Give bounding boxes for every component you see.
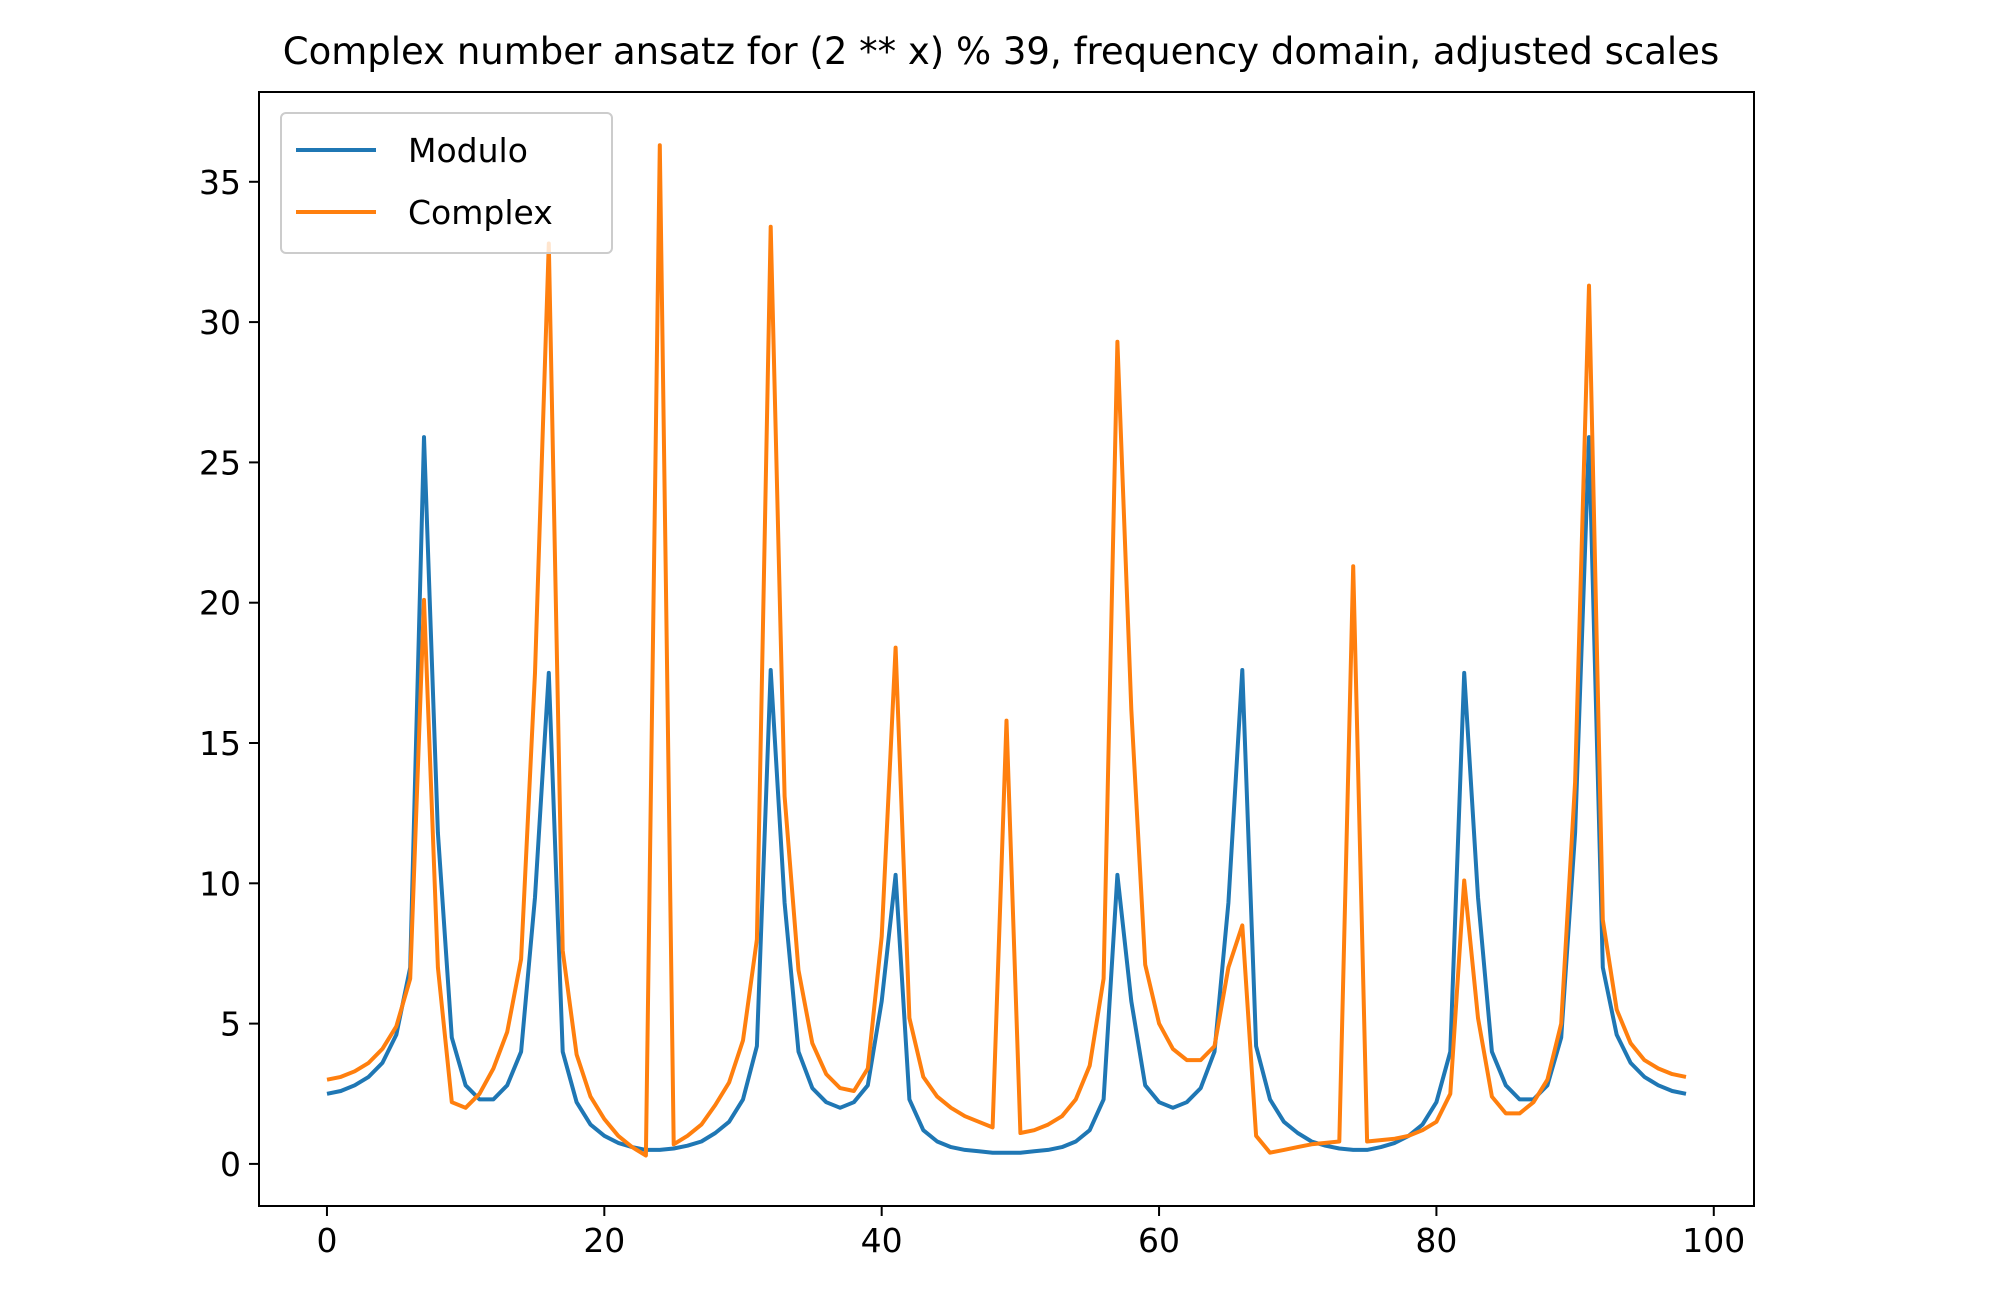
y-tick-label: 25	[199, 443, 241, 482]
y-tick-label: 5	[220, 1005, 241, 1044]
x-tick-label: 20	[583, 1221, 625, 1260]
series-line-complex	[326, 143, 1687, 1158]
series-line-modulo	[326, 435, 1687, 1155]
legend-label-modulo: Modulo	[408, 131, 528, 170]
series-layer	[326, 143, 1687, 1158]
axes-frame	[258, 91, 1755, 1207]
legend-label-complex: Complex	[408, 193, 553, 232]
legend: Modulo Complex	[280, 112, 613, 254]
y-tick-label: 20	[199, 584, 241, 623]
y-tick-label: 30	[199, 303, 241, 342]
x-axis: 0 20 40 60 80 100	[316, 1206, 1745, 1260]
x-tick-label: 80	[1415, 1221, 1457, 1260]
y-tick-label: 0	[220, 1145, 241, 1184]
x-tick-label: 100	[1682, 1221, 1745, 1260]
x-tick-label: 60	[1138, 1221, 1180, 1260]
y-tick-label: 10	[199, 864, 241, 903]
x-tick-label: 40	[861, 1221, 903, 1260]
chart-title: Complex number ansatz for (2 ** x) % 39,…	[283, 30, 1719, 73]
x-tick-label: 0	[316, 1221, 337, 1260]
y-axis: 0 5 10 15 20 25 30 35	[199, 163, 259, 1184]
y-tick-label: 15	[199, 724, 241, 763]
y-tick-label: 35	[199, 163, 241, 202]
